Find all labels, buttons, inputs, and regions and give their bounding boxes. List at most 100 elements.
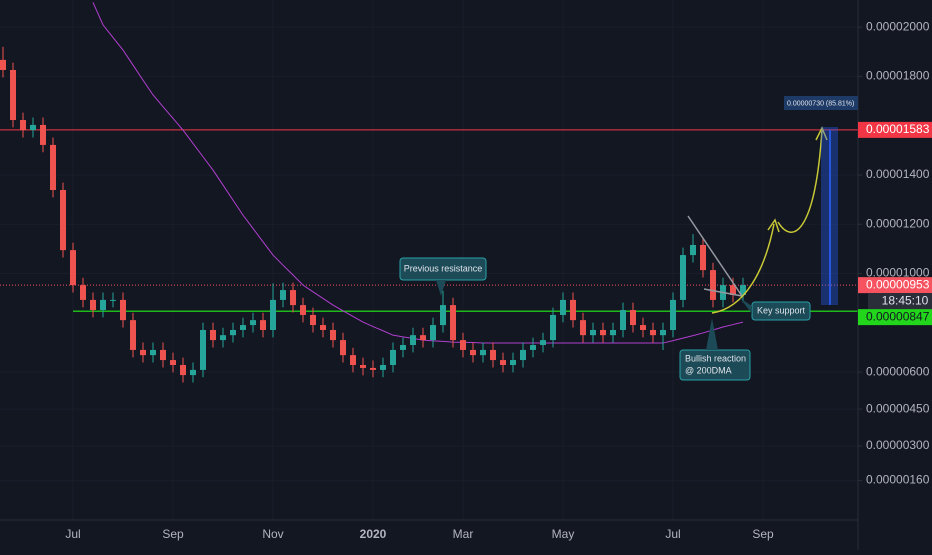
- x-tick-label: Jul: [65, 527, 80, 541]
- candle-body: [610, 329, 616, 336]
- candle-body: [660, 329, 666, 336]
- price-label-box: [858, 277, 932, 294]
- candle-body: [30, 124, 36, 131]
- y-tick-label: 0.00000160: [866, 473, 930, 487]
- candle-body: [470, 349, 476, 356]
- candle-body: [360, 364, 366, 368]
- annotation: Key support: [757, 305, 806, 315]
- x-tick-label: Mar: [453, 527, 474, 541]
- candle-body: [220, 335, 226, 341]
- candle-body: [350, 355, 356, 365]
- callout-pointer: [706, 318, 718, 350]
- candle-body: [20, 120, 26, 131]
- candle-body: [430, 325, 436, 341]
- candle-body: [710, 270, 716, 300]
- candle-body: [330, 329, 336, 341]
- drawings: 0.00000730 (85.81%) Previous resistance …: [399, 96, 858, 381]
- price-label: 0.00000953: [866, 277, 930, 291]
- candle-body: [400, 345, 406, 350]
- candle-body: [310, 314, 316, 326]
- candle-body: [110, 299, 116, 301]
- measure-label-box: [784, 96, 858, 110]
- candle-body: [300, 305, 306, 315]
- y-tick-label: 0.00002000: [866, 19, 930, 33]
- y-tick-label: 0.00001000: [866, 266, 930, 280]
- candle-body: [240, 325, 246, 330]
- x-tick-label: Nov: [262, 527, 283, 541]
- annotation: @ 200DMA: [685, 365, 732, 375]
- candle-body: [480, 349, 486, 356]
- candle-body: [530, 345, 536, 350]
- candle-body: [80, 285, 86, 300]
- candle-body: [590, 329, 596, 336]
- trend-line: [687, 215, 743, 297]
- candle-body: [370, 367, 376, 370]
- candle-body: [50, 144, 56, 191]
- candle-body: [200, 329, 206, 370]
- candle-body: [170, 360, 176, 365]
- candle-body: [320, 325, 326, 330]
- arrow-head: [815, 126, 828, 141]
- x-tick-label: Jul: [665, 527, 680, 541]
- candle-body: [520, 349, 526, 361]
- price-label-box: [858, 309, 932, 326]
- x-tick-label: 2020: [360, 527, 387, 541]
- candle-body: [60, 190, 66, 251]
- candle-body: [490, 349, 496, 361]
- projection-curve: [777, 129, 823, 233]
- candle-body: [680, 255, 686, 300]
- candle-body: [670, 299, 676, 330]
- candle-body: [390, 349, 396, 365]
- candle-body: [540, 340, 546, 346]
- candle-body: [380, 364, 386, 370]
- candle-body: [140, 349, 146, 356]
- candle-body: [640, 325, 646, 330]
- candle-body: [560, 299, 566, 315]
- candle-body: [280, 290, 286, 300]
- price-label: 0.00000847: [866, 309, 930, 323]
- y-tick-label: 0.00001800: [866, 69, 930, 83]
- candle-body: [180, 364, 186, 376]
- candle-body: [580, 320, 586, 336]
- candle-body: [260, 320, 266, 330]
- y-tick-label: 0.00000300: [866, 438, 930, 452]
- y-tick-label: 0.00001400: [866, 167, 930, 181]
- candle-body: [420, 335, 426, 341]
- candle-body: [70, 250, 76, 286]
- y-tick-label: 0.00000600: [866, 364, 930, 378]
- countdown-box: [868, 293, 932, 310]
- candle-body: [650, 329, 656, 336]
- candle-body: [440, 305, 446, 326]
- candle-body: [290, 290, 296, 306]
- candle-body: [230, 329, 236, 336]
- callout-pointer: [740, 298, 752, 314]
- y-tick-label: 0.00001200: [866, 216, 930, 230]
- annotation: Previous resistance: [404, 263, 483, 273]
- candle-body: [690, 244, 696, 256]
- candle-body: [10, 69, 16, 121]
- price-label: 0.00001583: [866, 122, 930, 136]
- candle-body: [620, 310, 626, 330]
- price-label-box: [858, 121, 932, 138]
- measure-label: 0.00000730 (85.81%): [787, 100, 854, 107]
- candle-body: [600, 329, 606, 336]
- candle-body: [250, 320, 256, 326]
- plot: [0, 2, 858, 383]
- candle-body: [210, 329, 216, 341]
- x-tick-label: Sep: [752, 527, 774, 541]
- candle-body: [450, 305, 456, 341]
- annotation: Bullish reaction: [685, 353, 746, 363]
- candle-body: [410, 335, 416, 346]
- callout-pointer: [436, 280, 446, 296]
- candle-body: [700, 244, 706, 271]
- candle-body: [270, 299, 276, 330]
- candle-body: [740, 285, 746, 295]
- candle-body: [0, 59, 6, 70]
- x-tick-label: May: [552, 527, 575, 541]
- candle-body: [100, 299, 106, 311]
- candle-body: [190, 369, 196, 376]
- trend-line: [703, 288, 743, 297]
- x-tick-label: Sep: [162, 527, 184, 541]
